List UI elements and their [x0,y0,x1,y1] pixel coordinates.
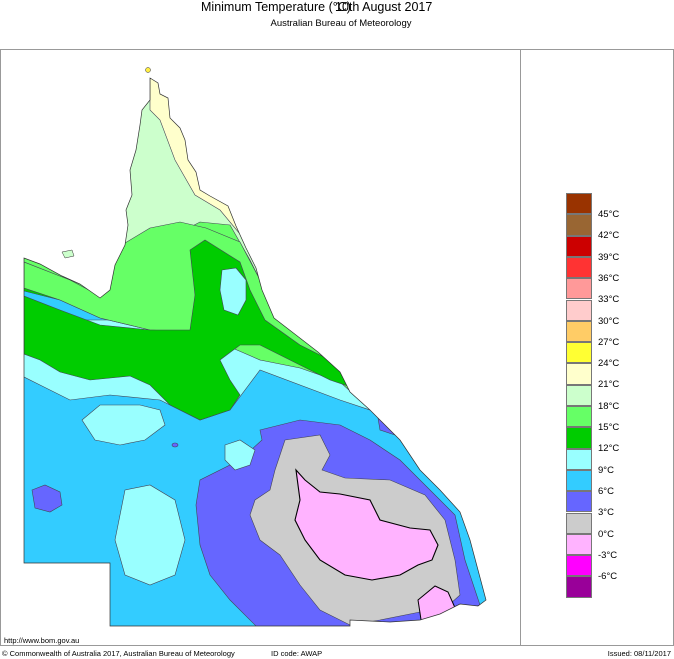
legend-label: -3°C [598,549,618,561]
legend-label: 39°C [598,251,620,263]
legend-swatch-9-12 [566,448,592,470]
legend-swatch-3-6 [566,491,592,513]
legend-label: 15°C [598,422,620,433]
issued-date: Issued: 08/11/2017 [607,649,671,658]
legend-swatch-33-36 [566,278,592,300]
legend-label: 27°C [598,336,620,348]
bom-url-link[interactable]: http://www.bom.gov.au [4,636,80,645]
legend-label: 9°C [598,464,614,476]
legend-label: 3°C [598,507,614,519]
title-date: 10th August 2017 [335,0,433,14]
legend-swatch-minus6-minus3 [566,555,592,577]
chart-subtitle: Australian Bureau of Meteorology [270,18,412,29]
title-text: Minimum Temperature (°C) [201,0,351,14]
legend-label: 0°C [598,528,614,540]
torres-strait-island [145,67,151,73]
legend-swatch-12-15 [566,427,592,449]
copyright-text: © Commonwealth of Australia 2017, Austra… [2,649,235,658]
legend-label: -6°C [598,571,618,583]
legend-label: 12°C [598,443,620,455]
legend-label: 18°C [598,400,620,412]
legend-swatch-42-45 [566,214,592,236]
legend-swatch-6-9 [566,469,592,492]
legend-swatch-18-21 [566,384,592,406]
legend-label: 42°C [598,230,620,242]
legend-swatch-36-39 [566,256,592,279]
legend-label: 30°C [598,315,620,327]
legend-swatch-39-42 [566,235,592,257]
frame-divider [520,49,521,646]
legend-swatch-30-33 [566,299,592,321]
id-code: ID code: AWAP [271,649,323,658]
legend-swatch-24-27 [566,342,592,364]
legend-swatch-45-48 [566,193,592,215]
legend-swatch-minus3-0 [566,533,592,556]
temperature-map [23,67,487,627]
legend-swatch-27-30 [566,320,592,343]
legend-label: 36°C [598,272,620,284]
map-frame [0,49,673,646]
legend-label: 33°C [598,294,620,306]
legend-label: 45°C [598,209,620,220]
legend-swatch-minus9-minus6 [566,576,592,598]
legend-swatch-15-18 [566,406,592,428]
chart-title: Minimum Temperature (°C) 10th August 201… [0,0,674,18]
frame-left-border [0,49,1,646]
legend-label: 21°C [598,379,620,391]
legend-label: 6°C [598,485,614,497]
legend-swatch-0-3 [566,512,592,534]
legend-swatch-21-24 [566,363,592,385]
legend-label: 24°C [598,358,620,370]
